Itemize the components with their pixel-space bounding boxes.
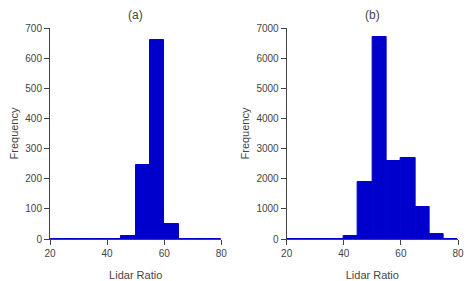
svg-text:(a): (a) [128, 8, 143, 22]
svg-text:3000: 3000 [256, 143, 279, 154]
svg-text:60: 60 [395, 248, 407, 259]
svg-text:Frequency: Frequency [239, 107, 251, 159]
svg-text:700: 700 [25, 23, 42, 34]
svg-text:60: 60 [159, 248, 171, 259]
svg-text:40: 40 [338, 248, 350, 259]
svg-text:80: 80 [452, 248, 464, 259]
svg-text:20: 20 [44, 248, 56, 259]
svg-text:40: 40 [102, 248, 114, 259]
svg-text:0: 0 [36, 234, 42, 245]
svg-text:Lidar Ratio: Lidar Ratio [346, 269, 399, 281]
svg-text:6000: 6000 [256, 53, 279, 64]
svg-text:5000: 5000 [256, 83, 279, 94]
svg-text:(b): (b) [365, 8, 380, 22]
svg-text:200: 200 [25, 173, 42, 184]
svg-text:1000: 1000 [256, 203, 279, 214]
svg-text:20: 20 [281, 248, 293, 259]
svg-text:80: 80 [216, 248, 228, 259]
svg-text:4000: 4000 [256, 113, 279, 124]
svg-text:300: 300 [25, 143, 42, 154]
svg-text:2000: 2000 [256, 173, 279, 184]
svg-text:Lidar Ratio: Lidar Ratio [109, 269, 162, 281]
svg-text:0: 0 [273, 234, 279, 245]
svg-text:600: 600 [25, 53, 42, 64]
svg-text:400: 400 [25, 113, 42, 124]
svg-text:500: 500 [25, 83, 42, 94]
svg-text:7000: 7000 [256, 23, 279, 34]
svg-text:Frequency: Frequency [8, 107, 20, 159]
svg-text:100: 100 [25, 203, 42, 214]
